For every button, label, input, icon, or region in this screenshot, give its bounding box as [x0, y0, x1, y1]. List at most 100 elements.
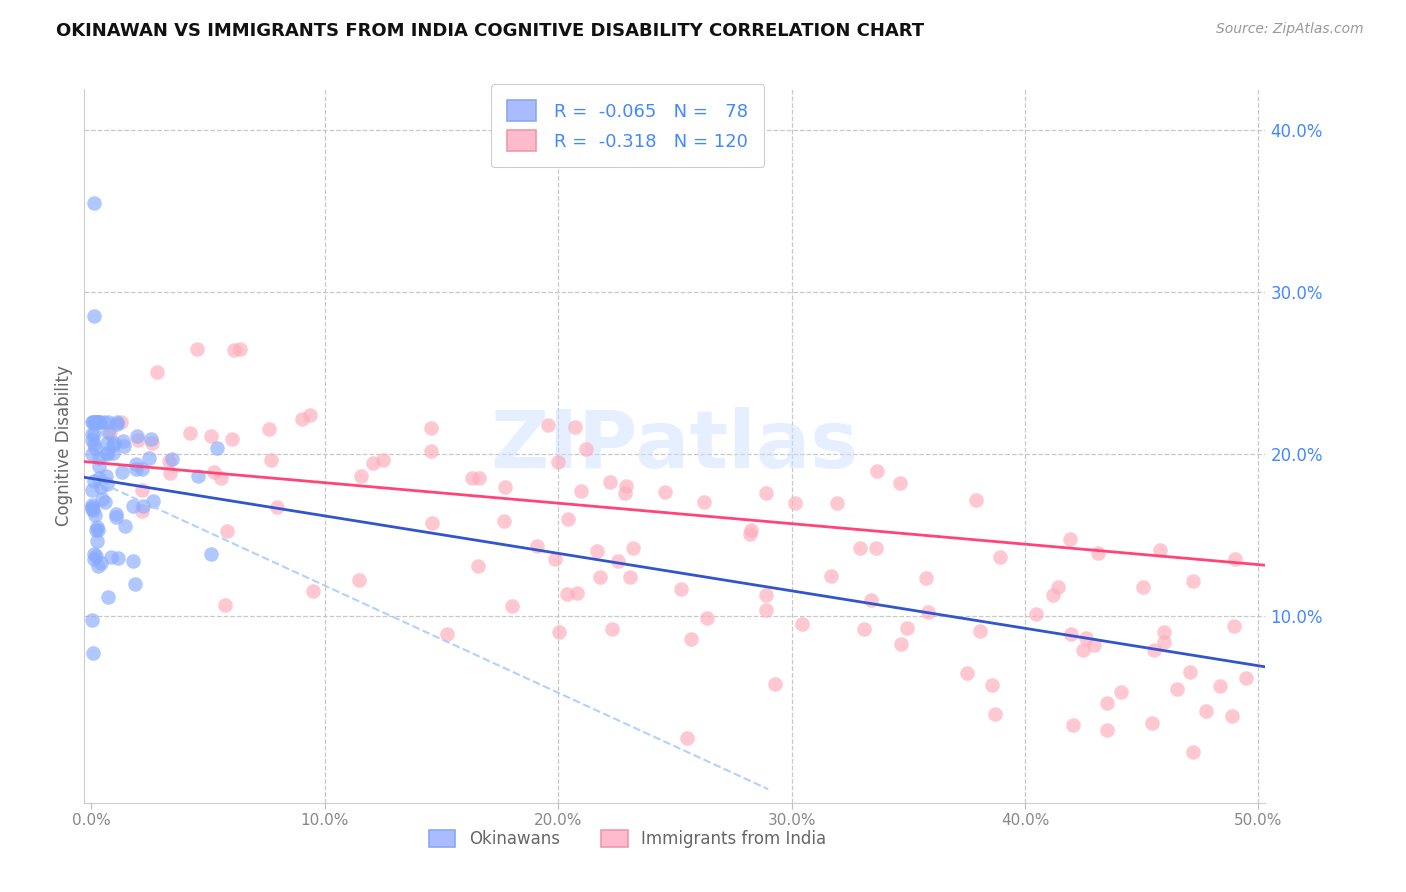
Point — [110, 415, 132, 429]
Point — [111, 465, 134, 479]
Point — [547, 624, 569, 639]
Point — [80, 427, 103, 442]
Point — [298, 408, 321, 422]
Point — [98, 425, 121, 440]
Point — [186, 342, 208, 356]
Point — [671, 582, 693, 596]
Point — [222, 343, 245, 358]
Point — [1195, 704, 1218, 718]
Point — [83, 427, 105, 442]
Point — [606, 554, 628, 568]
Point — [93, 415, 115, 429]
Point — [160, 452, 183, 467]
Point — [681, 632, 703, 647]
Point — [105, 415, 128, 429]
Point — [467, 558, 489, 573]
Point — [89, 451, 111, 466]
Point — [917, 605, 939, 619]
Point — [696, 611, 718, 625]
Point — [87, 415, 110, 429]
Point — [122, 554, 145, 568]
Point — [371, 453, 394, 467]
Point — [543, 552, 565, 566]
Point — [896, 621, 918, 635]
Point — [692, 495, 714, 509]
Point — [1182, 745, 1205, 759]
Point — [1062, 718, 1084, 732]
Point — [763, 677, 786, 691]
Point — [90, 480, 112, 494]
Point — [1083, 638, 1105, 652]
Point — [980, 678, 1002, 692]
Text: OKINAWAN VS IMMIGRANTS FROM INDIA COGNITIVE DISABILITY CORRELATION CHART: OKINAWAN VS IMMIGRANTS FROM INDIA COGNIT… — [56, 22, 924, 40]
Point — [87, 415, 110, 429]
Point — [567, 586, 589, 600]
Point — [141, 436, 163, 450]
Point — [97, 425, 120, 439]
Point — [82, 646, 104, 660]
Point — [127, 433, 149, 447]
Point — [83, 310, 105, 324]
Point — [1071, 643, 1094, 657]
Point — [82, 503, 104, 517]
Text: Source: ZipAtlas.com: Source: ZipAtlas.com — [1216, 22, 1364, 37]
Point — [266, 500, 288, 515]
Point — [83, 547, 105, 561]
Point — [589, 570, 612, 584]
Point — [139, 432, 162, 446]
Point — [101, 446, 124, 460]
Point — [83, 442, 105, 456]
Point — [790, 617, 813, 632]
Point — [419, 444, 441, 458]
Point — [1153, 625, 1175, 640]
Point — [501, 599, 523, 614]
Point — [494, 480, 516, 494]
Point — [103, 436, 125, 450]
Point — [87, 523, 110, 537]
Point — [205, 441, 228, 455]
Point — [90, 556, 112, 570]
Point — [96, 436, 118, 450]
Point — [853, 622, 876, 636]
Point — [738, 526, 761, 541]
Point — [1074, 632, 1097, 646]
Point — [209, 471, 232, 485]
Point — [179, 426, 201, 441]
Point — [301, 583, 323, 598]
Point — [965, 493, 987, 508]
Point — [1143, 643, 1166, 657]
Point — [90, 492, 112, 507]
Point — [84, 549, 107, 563]
Point — [569, 484, 592, 499]
Point — [526, 539, 548, 553]
Point — [557, 511, 579, 525]
Point — [1209, 679, 1232, 693]
Point — [1109, 685, 1132, 699]
Point — [621, 541, 644, 555]
Point — [187, 468, 209, 483]
Point — [112, 434, 135, 448]
Point — [1140, 716, 1163, 731]
Point — [125, 428, 148, 442]
Text: ZIPatlas: ZIPatlas — [491, 407, 859, 485]
Point — [87, 415, 110, 429]
Point — [96, 447, 118, 461]
Point — [96, 477, 118, 491]
Point — [614, 479, 637, 493]
Point — [146, 365, 169, 379]
Point — [138, 451, 160, 466]
Point — [350, 468, 373, 483]
Point — [361, 456, 384, 470]
Point — [200, 429, 222, 443]
Point — [87, 471, 110, 485]
Point — [80, 415, 103, 429]
Point — [820, 569, 842, 583]
Point — [468, 471, 491, 485]
Point — [200, 548, 222, 562]
Point — [969, 624, 991, 638]
Point — [564, 419, 586, 434]
Point — [132, 499, 155, 513]
Point — [1181, 574, 1204, 589]
Point — [84, 415, 107, 429]
Point — [87, 415, 110, 429]
